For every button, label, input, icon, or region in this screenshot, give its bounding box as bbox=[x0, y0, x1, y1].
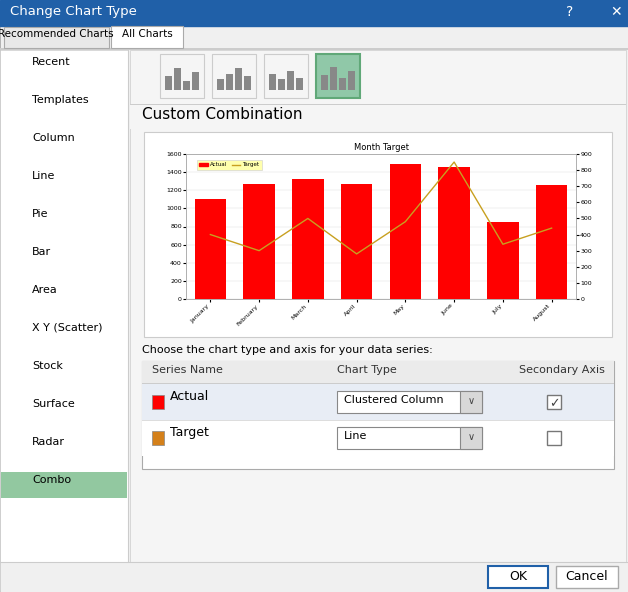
Text: Secondary Axis: Secondary Axis bbox=[519, 365, 605, 375]
Bar bbox=[487, 222, 519, 299]
Bar bbox=[195, 200, 226, 299]
Bar bbox=[488, 566, 548, 588]
Text: Change Chart Type: Change Chart Type bbox=[10, 5, 137, 18]
Bar bbox=[278, 79, 285, 90]
Bar bbox=[152, 395, 164, 409]
Bar bbox=[536, 185, 568, 299]
Bar bbox=[4, 27, 109, 48]
Bar bbox=[339, 78, 346, 90]
Text: Stock: Stock bbox=[32, 361, 63, 371]
Bar bbox=[0, 0, 628, 26]
Text: Target: Target bbox=[170, 426, 209, 439]
Text: Line: Line bbox=[32, 171, 55, 181]
Bar bbox=[160, 54, 204, 98]
Text: Series Name: Series Name bbox=[152, 365, 223, 375]
Text: Chart Type: Chart Type bbox=[337, 365, 397, 375]
Bar bbox=[244, 76, 251, 90]
Bar bbox=[183, 81, 190, 90]
Bar bbox=[348, 71, 355, 90]
Bar bbox=[226, 74, 233, 90]
Bar bbox=[269, 74, 276, 90]
Bar bbox=[235, 68, 242, 90]
Text: Area: Area bbox=[32, 285, 58, 295]
Bar bbox=[337, 427, 482, 449]
Bar bbox=[144, 132, 612, 337]
Bar bbox=[111, 26, 183, 48]
Bar bbox=[1, 472, 127, 498]
Text: All Charts: All Charts bbox=[122, 29, 172, 39]
Title: Month Target: Month Target bbox=[354, 143, 408, 152]
Bar bbox=[165, 76, 172, 90]
Text: Pie: Pie bbox=[32, 209, 48, 219]
Bar bbox=[438, 167, 470, 299]
Bar bbox=[330, 67, 337, 90]
Text: Surface: Surface bbox=[32, 399, 75, 409]
Text: OK: OK bbox=[509, 570, 527, 583]
Text: Templates: Templates bbox=[32, 95, 89, 105]
Text: Cancel: Cancel bbox=[566, 570, 609, 583]
Text: Recent: Recent bbox=[32, 57, 70, 67]
Bar bbox=[292, 179, 323, 299]
Bar bbox=[287, 71, 294, 90]
Text: Bar: Bar bbox=[32, 247, 51, 257]
Text: Line: Line bbox=[344, 431, 367, 441]
Legend: Actual, Target: Actual, Target bbox=[197, 160, 262, 170]
Text: Radar: Radar bbox=[32, 437, 65, 447]
Text: Column: Column bbox=[32, 133, 75, 143]
Bar bbox=[337, 391, 482, 413]
Bar bbox=[341, 184, 372, 299]
Bar bbox=[130, 105, 626, 129]
Text: ✕: ✕ bbox=[610, 5, 622, 19]
Text: Custom Combination: Custom Combination bbox=[142, 107, 303, 122]
Text: Combo: Combo bbox=[32, 475, 71, 485]
Bar bbox=[152, 431, 164, 445]
Bar bbox=[212, 54, 256, 98]
Bar bbox=[460, 391, 482, 413]
Text: ∨: ∨ bbox=[467, 396, 475, 406]
Bar bbox=[243, 184, 275, 299]
Bar bbox=[547, 395, 561, 409]
Bar bbox=[130, 104, 626, 105]
Bar bbox=[174, 68, 181, 90]
Bar bbox=[0, 562, 628, 592]
Bar bbox=[0, 50, 128, 590]
Bar bbox=[316, 54, 360, 98]
Text: ✓: ✓ bbox=[549, 397, 560, 410]
Text: Recommended Charts: Recommended Charts bbox=[0, 29, 114, 39]
Bar bbox=[0, 48, 628, 50]
Bar bbox=[296, 78, 303, 90]
Text: ?: ? bbox=[566, 5, 573, 19]
Bar bbox=[142, 384, 614, 420]
Bar bbox=[217, 79, 224, 90]
Bar bbox=[142, 420, 614, 421]
Bar bbox=[142, 361, 614, 469]
Bar bbox=[130, 50, 626, 590]
Bar bbox=[192, 72, 199, 90]
Bar bbox=[460, 427, 482, 449]
Bar bbox=[264, 54, 308, 98]
Text: Choose the chart type and axis for your data series:: Choose the chart type and axis for your … bbox=[142, 345, 433, 355]
Bar bbox=[321, 75, 328, 90]
Bar bbox=[556, 566, 618, 588]
Bar bbox=[389, 164, 421, 299]
Bar bbox=[142, 420, 614, 456]
Bar bbox=[142, 361, 614, 383]
Text: Actual: Actual bbox=[170, 390, 209, 403]
Bar bbox=[142, 383, 614, 384]
Bar bbox=[547, 431, 561, 445]
Text: X Y (Scatter): X Y (Scatter) bbox=[32, 323, 102, 333]
Text: ∨: ∨ bbox=[467, 432, 475, 442]
Text: Clustered Column: Clustered Column bbox=[344, 395, 443, 405]
